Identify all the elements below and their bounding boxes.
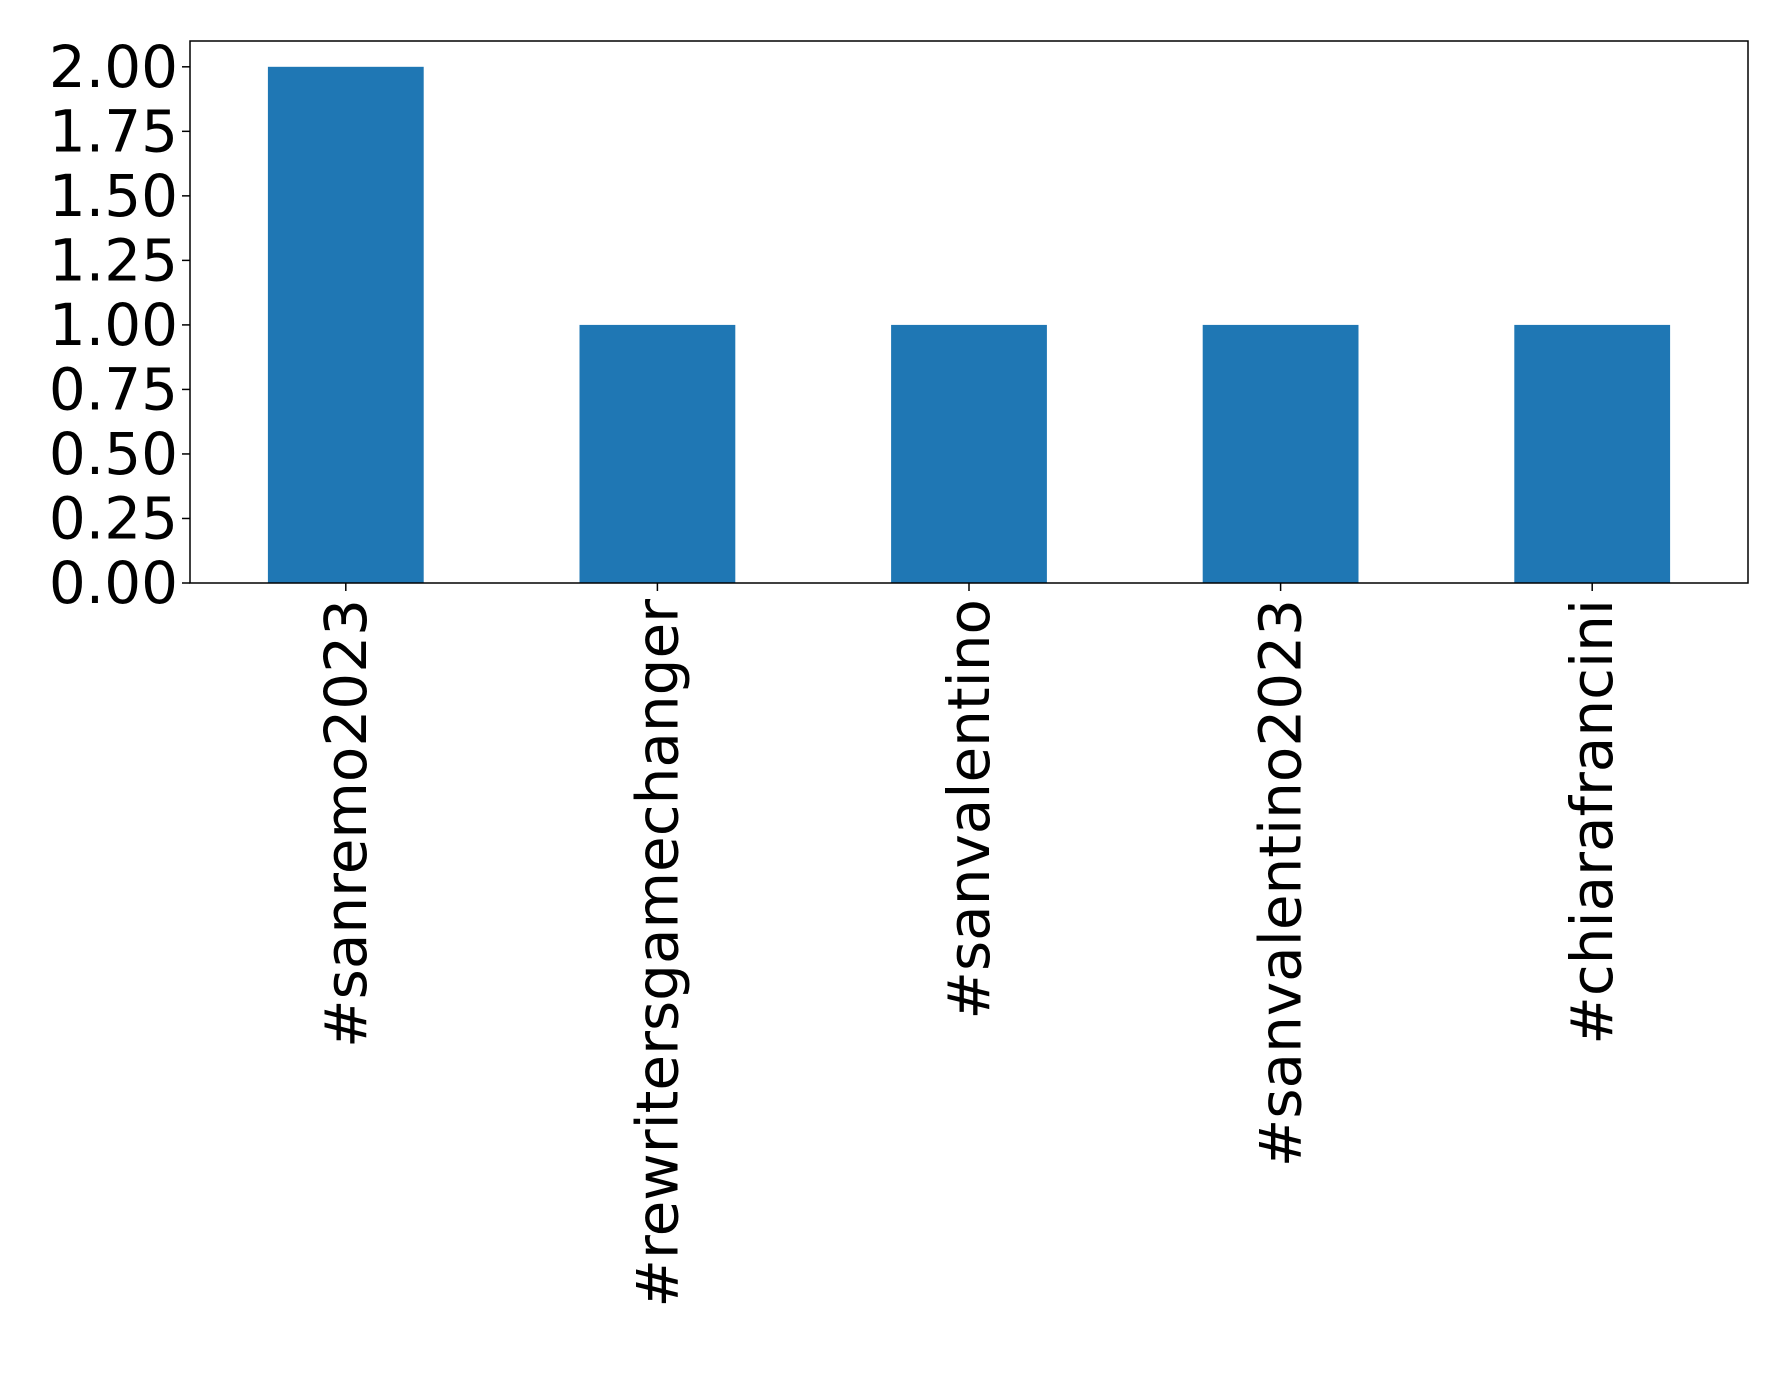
- bar-rewritersgamechanger: [579, 324, 736, 583]
- y-tick-label: 0.50: [49, 420, 178, 488]
- bar-chiarafrancini: [1514, 324, 1671, 583]
- bar-sanvalentino: [891, 324, 1047, 583]
- y-tick-label: 1.00: [49, 291, 178, 359]
- x-tick-label: #sanvalentino: [935, 599, 1003, 1020]
- y-tick-label: 1.25: [49, 226, 178, 294]
- x-tick-label: #chiarafrancini: [1558, 599, 1626, 1045]
- y-axis: 0.000.250.500.751.001.251.501.752.00: [49, 33, 190, 617]
- bar-sanvalentino2023: [1202, 324, 1359, 583]
- x-axis: #sanremo2023 #rewritersgamechanger #sanval…: [312, 583, 1626, 1308]
- y-tick-label: 1.50: [49, 162, 178, 230]
- x-tick-label: #sanvalentino2023: [1247, 599, 1315, 1167]
- y-tick-label: 1.75: [49, 97, 178, 165]
- y-tick-label: 0.25: [49, 484, 178, 552]
- y-tick-label: 0.00: [49, 549, 178, 617]
- bars-layer: [267, 66, 1671, 584]
- x-tick-label: #sanremo2023: [312, 599, 380, 1048]
- x-tick-label: #rewritersgamechanger: [623, 599, 691, 1308]
- bar-sanremo2023: [267, 66, 424, 584]
- y-tick-label: 0.75: [49, 355, 178, 423]
- y-tick-label: 2.00: [49, 33, 178, 101]
